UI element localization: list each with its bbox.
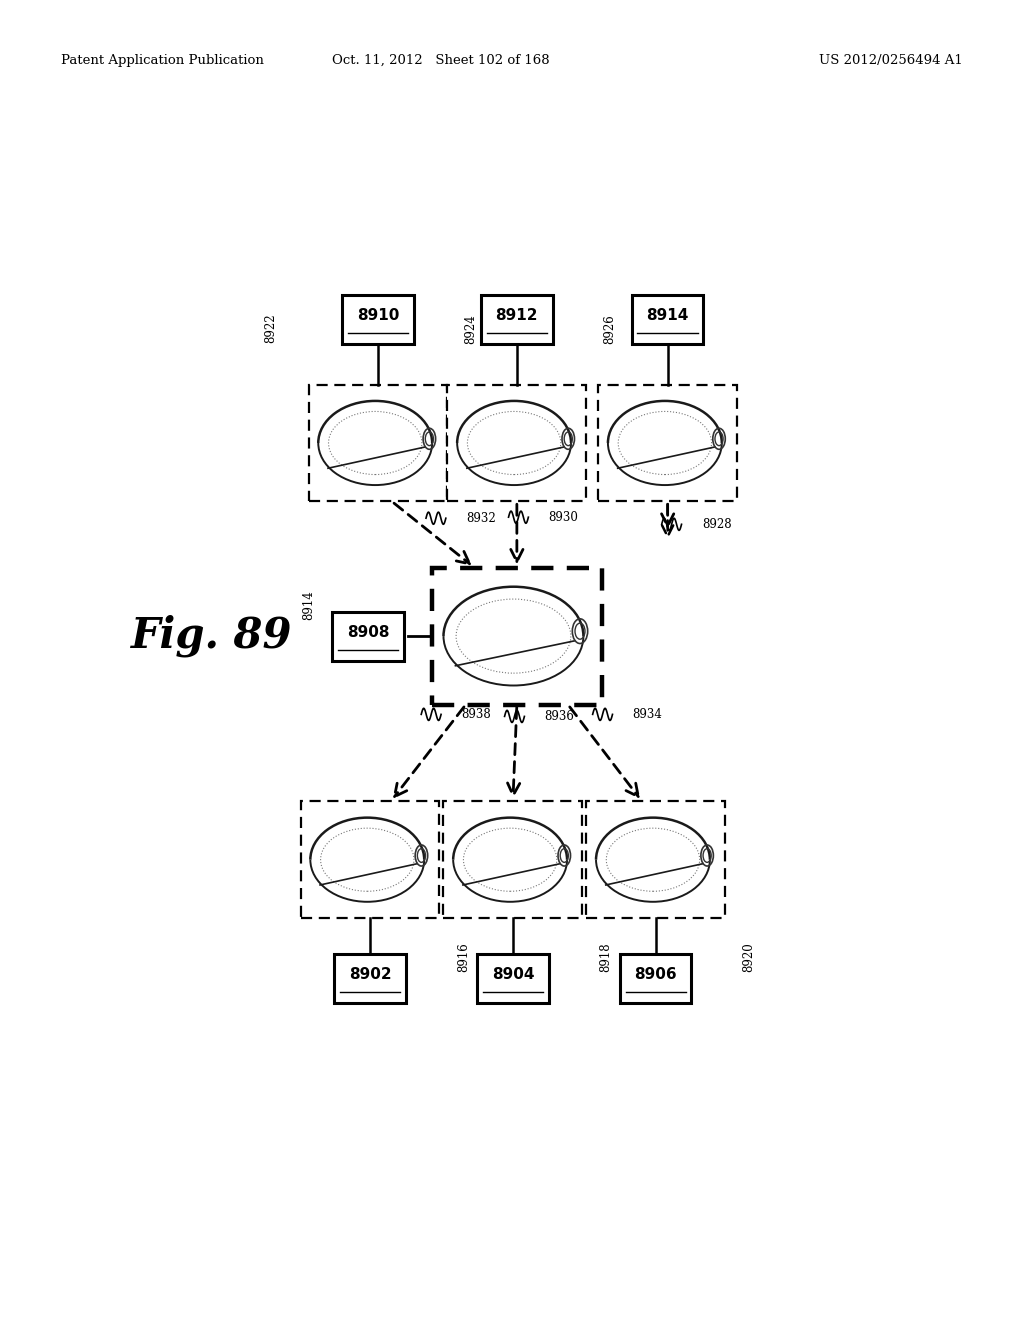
Text: 8912: 8912 [496,308,539,323]
Text: 8916: 8916 [457,942,470,972]
Text: US 2012/0256494 A1: US 2012/0256494 A1 [819,54,963,67]
Bar [477,954,549,1002]
Text: 8914: 8914 [646,308,689,323]
Text: 8918: 8918 [600,942,612,972]
Bar [632,296,703,345]
Text: 8906: 8906 [635,966,677,982]
Bar [334,954,406,1002]
Text: Oct. 11, 2012   Sheet 102 of 168: Oct. 11, 2012 Sheet 102 of 168 [332,54,549,67]
Text: 8936: 8936 [545,710,574,723]
Bar [431,568,602,705]
Bar [587,801,725,919]
Text: Fig. 89: Fig. 89 [131,615,292,657]
Bar [342,296,414,345]
Text: 8914: 8914 [302,591,315,620]
Text: 8922: 8922 [264,314,276,343]
Text: 8920: 8920 [742,942,756,972]
Bar [443,801,583,919]
Text: 8904: 8904 [492,966,535,982]
Text: 8934: 8934 [633,708,663,721]
Text: 8930: 8930 [549,511,579,524]
Text: Patent Application Publication: Patent Application Publication [61,54,264,67]
Bar [481,296,553,345]
Text: 8928: 8928 [701,517,731,531]
Text: 8910: 8910 [356,308,399,323]
Bar [447,384,587,502]
Bar [333,611,403,660]
Text: 8902: 8902 [349,966,391,982]
Text: 8926: 8926 [603,314,616,343]
Bar [301,801,439,919]
Text: 8908: 8908 [347,624,389,640]
Text: 8938: 8938 [461,708,492,721]
Text: 8924: 8924 [465,314,478,343]
Text: 8932: 8932 [466,512,496,525]
Bar [598,384,737,502]
Bar [620,954,691,1002]
Bar [308,384,447,502]
